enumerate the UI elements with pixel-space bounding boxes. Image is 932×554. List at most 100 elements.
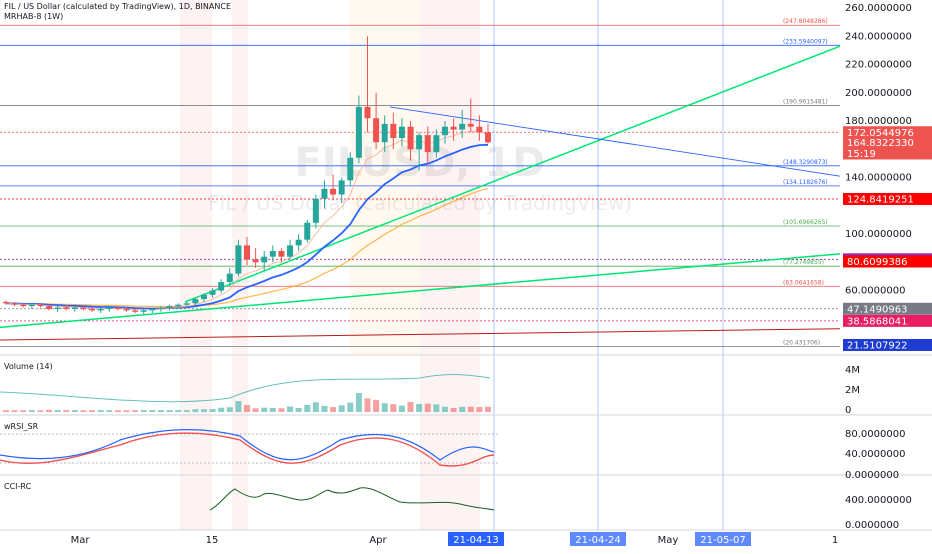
volume-tick-1: 2M <box>845 385 860 396</box>
x-tick-0: Mar <box>71 535 91 546</box>
volume-bar-33 <box>287 406 294 412</box>
volume-bar-56 <box>485 406 491 412</box>
level-box-8 <box>843 338 932 351</box>
candle-body-41 <box>355 106 362 158</box>
volume-ma-line <box>0 374 491 403</box>
fib-label-6: (77.2749855) <box>783 259 824 266</box>
level-label-0: 172.0544976 <box>847 128 914 139</box>
candle-body-12 <box>106 307 113 309</box>
candle-body-43 <box>373 118 380 143</box>
volume-bar-17 <box>149 410 156 412</box>
candle-body-8 <box>71 307 78 309</box>
candle-body-2 <box>20 304 27 307</box>
candle-body-31 <box>269 251 276 257</box>
volume-bar-4 <box>37 410 44 412</box>
level-box-7 <box>843 314 932 327</box>
candle-body-5 <box>46 306 53 309</box>
volume-bar-14 <box>123 410 130 412</box>
volume-bar-31 <box>269 408 276 412</box>
volume-bar-5 <box>46 409 53 412</box>
candle-body-45 <box>390 123 397 138</box>
x-tick-2: Apr <box>369 535 387 546</box>
candle-body-19 <box>166 306 173 308</box>
wrsi-line-blue <box>0 429 495 461</box>
volume-bar-41 <box>355 393 362 412</box>
candle-body-10 <box>89 308 96 311</box>
candle-body-24 <box>209 290 216 295</box>
volume-bar-8 <box>71 410 78 412</box>
volume-bar-39 <box>338 405 345 412</box>
volume-bar-12 <box>106 410 113 412</box>
level-label-5: 80.6099386 <box>847 257 907 268</box>
candle-body-28 <box>244 245 250 260</box>
level-label-2: 15:19 <box>847 149 876 160</box>
candle-body-49 <box>424 135 431 153</box>
price-tick-5: 140.0000000 <box>845 173 912 184</box>
volume-bar-50 <box>433 404 440 412</box>
volume-bar-52 <box>450 408 457 412</box>
level-box-3 <box>843 192 932 205</box>
wrsi-line-red <box>0 432 495 467</box>
cci-line <box>209 487 495 511</box>
volume-bar-26 <box>226 407 233 412</box>
wrsi-tick-1: 40.0000000 <box>845 449 905 460</box>
candle-body-32 <box>278 251 285 257</box>
candle-body-34 <box>295 239 302 246</box>
trendline-resistance <box>389 106 841 177</box>
volume-bar-24 <box>209 409 216 412</box>
x-tick-box-3 <box>448 532 504 546</box>
volume-bar-21 <box>183 410 190 412</box>
volume-bar-51 <box>441 406 448 412</box>
candle-body-56 <box>485 132 491 143</box>
candle-body-51 <box>441 126 448 136</box>
level-box-0 <box>843 126 932 139</box>
candle-body-26 <box>226 273 233 283</box>
level-label-7: 38.5868041 <box>847 316 907 327</box>
fib-label-5: (105.6966265) <box>783 219 828 226</box>
level-label-1: 164.8322330 <box>847 138 914 149</box>
volume-bar-2 <box>20 410 27 412</box>
price-tick-4: 180.0000000 <box>845 116 912 127</box>
volume-bar-23 <box>200 409 207 412</box>
volume-bar-46 <box>398 405 405 412</box>
volume-bar-15 <box>132 410 139 412</box>
volume-bar-43 <box>373 399 380 412</box>
candle-body-33 <box>287 245 294 257</box>
volume-pane-label: Volume (14) <box>4 362 53 371</box>
volume-bar-1 <box>11 410 18 412</box>
volume-bar-40 <box>347 402 354 412</box>
candle-body-50 <box>433 135 440 153</box>
candle-body-23 <box>200 294 207 300</box>
volume-bar-30 <box>261 407 268 412</box>
indicator-label: MRHAB-8 (1W) <box>4 12 64 21</box>
candle-body-47 <box>407 126 414 150</box>
candle-body-1 <box>11 303 18 305</box>
price-tick-2: 220.0000000 <box>845 60 912 71</box>
volume-bar-11 <box>97 410 104 412</box>
x-tick-box-6 <box>695 532 751 546</box>
candle-body-20 <box>175 304 182 307</box>
volume-tick-0: 4M <box>845 365 860 376</box>
shade-band-0 <box>180 0 212 530</box>
fib-label-2: (190.9615481) <box>783 99 828 106</box>
candle-body-40 <box>347 157 354 181</box>
volume-bar-19 <box>166 410 173 412</box>
level-box-1 <box>843 136 932 149</box>
candle-body-3 <box>28 304 35 307</box>
candle-body-25 <box>218 282 225 291</box>
candle-body-42 <box>364 106 371 119</box>
candle-body-6 <box>54 307 61 309</box>
volume-bar-48 <box>416 403 423 412</box>
wrsi-tick-2: 0.0000000 <box>845 470 899 481</box>
volume-bar-22 <box>192 409 199 412</box>
x-tick-1: 15 <box>206 535 219 546</box>
trendline-upper <box>184 45 841 303</box>
fib-label-8: (20.431706) <box>783 340 820 347</box>
candle-body-22 <box>192 299 199 304</box>
shade-band-2 <box>420 0 480 530</box>
volume-bar-54 <box>467 406 474 412</box>
candle-body-4 <box>37 304 44 307</box>
level-label-8: 21.5107922 <box>847 340 907 351</box>
